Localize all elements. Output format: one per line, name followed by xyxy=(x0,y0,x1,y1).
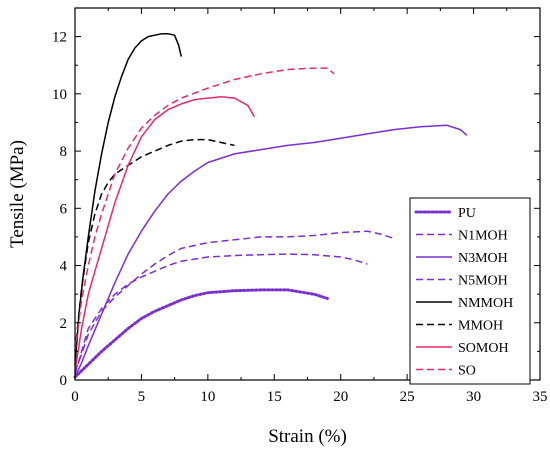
legend-label-n5moh: N5MOH xyxy=(458,274,508,289)
series-line-so xyxy=(74,67,335,352)
series-line-n5moh xyxy=(74,230,395,372)
x-tick-label: 35 xyxy=(533,389,548,405)
legend-box xyxy=(409,197,531,385)
series-line-pu xyxy=(73,288,329,379)
x-tick-label: 30 xyxy=(466,389,481,405)
legend-label-nmmoh: NMMOH xyxy=(458,296,513,311)
y-tick-label: 2 xyxy=(60,316,68,332)
y-tick-label: 0 xyxy=(60,373,68,389)
legend-label-n3moh: N3MOH xyxy=(458,251,508,266)
x-tick-label: 25 xyxy=(400,389,415,405)
legend-label-so: SO xyxy=(458,364,476,379)
legend-label-mmoh: MMOH xyxy=(458,319,503,334)
series-line-somoh xyxy=(74,95,256,372)
series-line-n1moh xyxy=(74,253,368,375)
y-axis-title: Tensile (MPa) xyxy=(7,140,28,248)
x-tick-label: 20 xyxy=(333,389,348,405)
legend-label-pu: PU xyxy=(458,206,476,221)
x-tick-label: 15 xyxy=(267,389,282,405)
axis-tick-labels: 0 5 10 15 20 25 30 35 0 2 4 6 8 10 12 xyxy=(52,30,548,405)
legend-label-n1moh: N1MOH xyxy=(458,229,508,244)
y-tick-label: 8 xyxy=(60,144,68,160)
y-tick-label: 6 xyxy=(60,201,68,217)
x-axis-title: Strain (%) xyxy=(268,426,347,447)
y-tick-label: 4 xyxy=(60,259,68,275)
x-tick-label: 0 xyxy=(71,389,79,405)
y-tick-label: 10 xyxy=(52,87,67,103)
series-line-nmmoh xyxy=(74,33,183,366)
y-tick-label: 12 xyxy=(52,30,67,46)
series-line-mmoh xyxy=(74,138,235,352)
x-tick-label: 10 xyxy=(200,389,215,405)
axis-ticks xyxy=(74,7,541,381)
legend: PU N1MOH N3MOH N5MOH NMMOH MMOH SOMOH SO xyxy=(409,197,531,385)
legend-label-somoh: SOMOH xyxy=(458,341,509,356)
plot-area xyxy=(73,33,468,379)
x-tick-label: 5 xyxy=(138,389,146,405)
series-line-n3moh xyxy=(74,124,468,378)
